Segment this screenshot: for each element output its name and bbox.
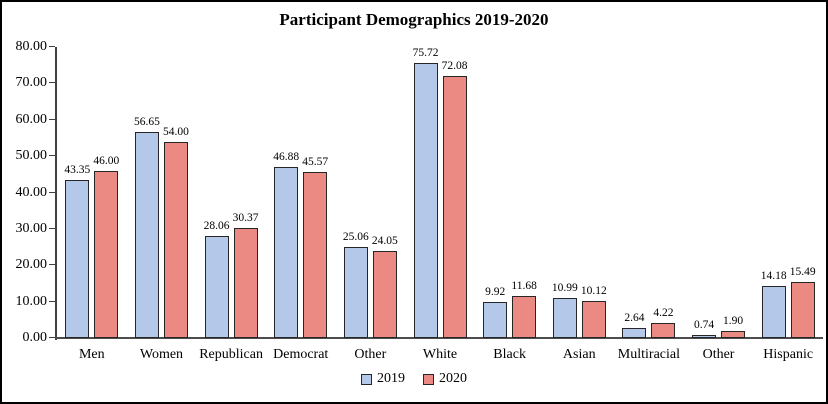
- bar-2020-white-5: [442, 75, 467, 338]
- x-axis-category-label: Multiracial: [617, 347, 681, 362]
- bar-value-label: 30.37: [232, 211, 259, 224]
- legend-swatch-2019: [361, 373, 372, 385]
- bar-value-label: 4.22: [653, 306, 674, 319]
- y-axis-tick-label: 0.00: [22, 330, 48, 345]
- y-axis-tick: [49, 227, 55, 229]
- y-axis-tick-label: 10.00: [15, 293, 48, 309]
- bar-2020-men-0: [94, 170, 119, 338]
- bar-2019-democrat-3: [274, 167, 299, 338]
- bar-2020-republican-2: [233, 227, 258, 338]
- bar-value-label: 15.49: [789, 265, 816, 278]
- y-axis-tick-label: 20.00: [15, 257, 48, 273]
- x-axis-category-label: Hispanic: [763, 347, 814, 362]
- bar-value-label: 46.00: [93, 154, 120, 167]
- y-axis-tick: [49, 46, 55, 47]
- x-axis-category-label: Black: [493, 347, 526, 362]
- bar-value-label: 45.57: [302, 156, 329, 169]
- bar-2020-other-4: [372, 250, 397, 338]
- y-axis-tick: [49, 337, 55, 338]
- bar-2020-asian-7: [581, 301, 606, 338]
- bar-value-label: 72.08: [441, 59, 468, 72]
- y-axis-tick-label: 70.00: [15, 75, 48, 91]
- bar-2019-hispanic-10: [761, 286, 786, 338]
- bar-value-label: 56.65: [134, 115, 160, 128]
- bar-value-label: 10.12: [580, 285, 607, 298]
- y-axis-tick: [49, 300, 55, 302]
- bar-value-label: 24.05: [371, 234, 398, 247]
- bar-2020-democrat-3: [303, 172, 328, 338]
- bar-value-label: 1.90: [722, 315, 744, 328]
- bar-value-label: 75.72: [412, 46, 439, 59]
- bar-value-label: 28.06: [203, 219, 230, 232]
- bar-value-label: 14.18: [760, 270, 787, 283]
- bar-2019-multiracial-8: [622, 328, 647, 338]
- y-axis-tick-label: 40.00: [15, 184, 48, 200]
- x-axis-category-label: Republican: [199, 347, 263, 362]
- bar-2020-women-1: [163, 141, 188, 338]
- legend-item-2019: 2019: [361, 371, 405, 387]
- legend-item-2020: 2020: [423, 371, 467, 387]
- bar-value-label: 11.68: [511, 279, 537, 292]
- y-axis-tick-label: 30.00: [15, 220, 48, 236]
- bar-2019-asian-7: [552, 298, 577, 338]
- legend: 2019 2020: [2, 371, 826, 387]
- x-axis-category-label: Democrat: [273, 347, 329, 362]
- x-axis-category-label: Women: [139, 347, 184, 362]
- bar-value-label: 54.00: [163, 125, 189, 138]
- bar-value-label: 2.64: [624, 312, 645, 325]
- bar-value-label: 10.99: [551, 282, 578, 295]
- bar-2020-other-9: [721, 331, 746, 338]
- bar-2019-women-1: [134, 131, 159, 338]
- bar-2019-white-5: [413, 62, 438, 338]
- legend-label-2020: 2020: [439, 371, 467, 386]
- bar-2019-black-6: [483, 301, 508, 338]
- x-axis-category-label: Other: [354, 347, 387, 362]
- legend-label-2019: 2019: [377, 371, 405, 386]
- bar-2020-hispanic-10: [790, 281, 815, 338]
- y-axis-tick-label: 60.00: [15, 111, 48, 127]
- x-axis-category-label: Other: [702, 347, 735, 362]
- bar-2019-other-4: [343, 246, 368, 338]
- y-axis-line: [55, 47, 57, 340]
- bar-2019-men-0: [65, 180, 90, 338]
- y-axis-tick: [49, 191, 55, 193]
- bar-value-label: 25.06: [342, 230, 369, 243]
- y-axis-tick-label: 80.00: [15, 39, 48, 54]
- y-axis-tick-label: 50.00: [15, 148, 48, 164]
- legend-swatch-2020: [423, 373, 434, 385]
- y-axis-tick: [49, 155, 55, 157]
- bar-value-label: 9.92: [485, 285, 506, 298]
- y-axis-tick: [49, 264, 55, 266]
- x-axis-category-label: Men: [78, 347, 105, 362]
- x-axis-line: [55, 337, 823, 339]
- bar-2019-other-9: [692, 335, 717, 338]
- x-axis-category-label: White: [422, 347, 458, 362]
- bar-2020-black-6: [512, 295, 537, 338]
- bar-value-label: 43.35: [64, 164, 91, 177]
- bar-2019-republican-2: [204, 235, 229, 338]
- bar-value-label: 0.74: [693, 319, 715, 332]
- y-axis-tick: [49, 118, 55, 120]
- bar-2020-multiracial-8: [651, 322, 676, 338]
- chart-title: Participant Demographics 2019-2020: [279, 10, 549, 29]
- y-axis-tick: [49, 82, 55, 84]
- bar-value-label: 46.88: [273, 151, 300, 164]
- x-axis-category-label: Asian: [562, 347, 596, 362]
